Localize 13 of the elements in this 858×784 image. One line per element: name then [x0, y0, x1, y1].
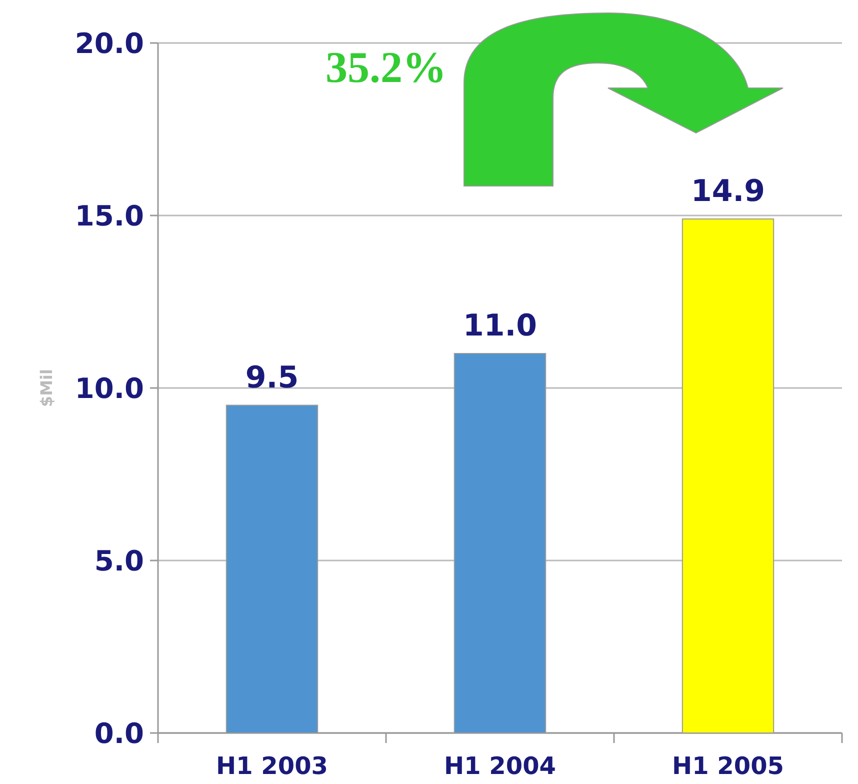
y-tick-label: 20.0	[74, 26, 144, 60]
y-tick-label: 5.0	[94, 544, 144, 578]
y-tick-label: 15.0	[74, 199, 144, 232]
y-axis-title: $Mil	[37, 368, 56, 408]
y-tick-label: 10.0	[74, 372, 144, 405]
data-label: 14.9	[690, 174, 766, 209]
y-tick-label: 0.0	[94, 716, 144, 750]
data-label: 9.5	[245, 360, 299, 396]
x-tick-label: H1 2004	[444, 752, 556, 780]
x-tick-label: H1 2003	[216, 752, 328, 780]
x-tick-label: H1 2005	[672, 752, 784, 780]
data-label: 11.0	[462, 308, 538, 344]
annotation: 35.2%	[326, 43, 446, 92]
